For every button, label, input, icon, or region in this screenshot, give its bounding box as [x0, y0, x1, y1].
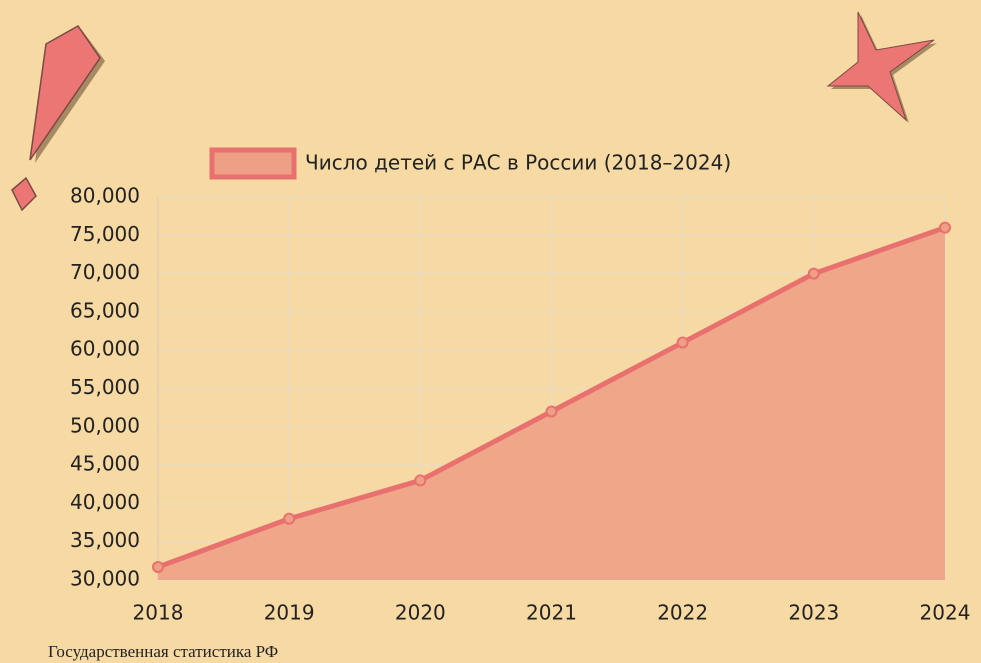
- point: [940, 223, 950, 233]
- legend: Число детей с РАС в России (2018–2024): [212, 150, 731, 177]
- decoration: [12, 12, 937, 210]
- x-tick-label: 2023: [788, 601, 839, 625]
- y-tick-label: 60,000: [70, 337, 140, 361]
- x-tick-label: 2019: [264, 601, 315, 625]
- y-tick-label: 65,000: [70, 298, 140, 322]
- plot-area: 30,000 35,000 40,000 45,000 50,000 55,000 60,0…: [70, 184, 970, 625]
- y-tick-label: 55,000: [70, 375, 140, 399]
- point: [678, 338, 688, 348]
- y-tick-label: 50,000: [70, 413, 140, 437]
- legend-swatch: [212, 150, 294, 177]
- legend-label: Число детей с РАС в России (2018–2024): [305, 151, 731, 175]
- point: [153, 562, 163, 572]
- y-tick-label: 35,000: [70, 528, 140, 552]
- point: [284, 514, 294, 524]
- y-tick-label: 45,000: [70, 452, 140, 476]
- point: [809, 269, 819, 279]
- x-tick-label: 2024: [920, 601, 971, 625]
- y-tick-label: 40,000: [70, 490, 140, 514]
- point: [415, 475, 425, 485]
- x-tick-label: 2022: [657, 601, 708, 625]
- y-tick-label: 75,000: [70, 222, 140, 246]
- y-tick-label: 30,000: [70, 567, 140, 591]
- x-tick-label: 2020: [395, 601, 446, 625]
- point: [547, 406, 557, 416]
- source-note: Государственная статистика РФ: [48, 642, 278, 661]
- y-tick-label: 70,000: [70, 260, 140, 284]
- x-tick-label: 2021: [526, 601, 577, 625]
- chart: Число детей с РАС в России (2018–2024) 3…: [0, 0, 981, 663]
- x-tick-label: 2018: [133, 601, 184, 625]
- y-tick-label: 80,000: [70, 184, 140, 208]
